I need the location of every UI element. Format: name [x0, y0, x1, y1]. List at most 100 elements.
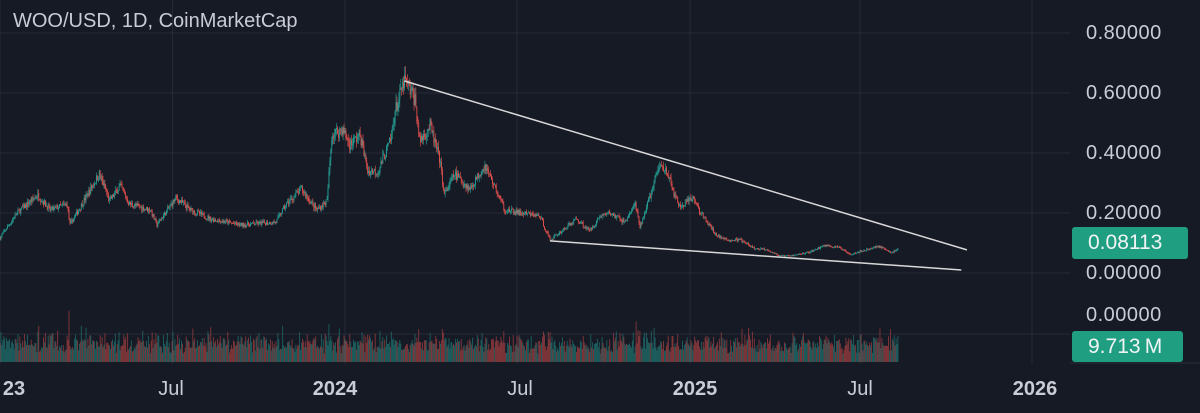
volume-bar: [277, 333, 279, 362]
volume-bar: [173, 350, 175, 362]
volume-bar: [477, 338, 479, 362]
candle: [1, 234, 3, 237]
candle: [626, 219, 628, 221]
volume-bar: [399, 339, 401, 362]
candle: [271, 223, 273, 225]
candle: [533, 215, 535, 217]
candle: [784, 255, 785, 257]
volume-bar: [531, 349, 533, 362]
candle: [201, 212, 203, 215]
volume-bar: [660, 340, 662, 362]
volume-bar: [440, 340, 442, 362]
candle: [553, 236, 555, 240]
candle: [340, 129, 342, 131]
volume-bar: [579, 340, 581, 362]
candle: [315, 204, 317, 209]
volume-bar: [104, 333, 106, 362]
volume-bar: [717, 350, 719, 362]
candle: [5, 230, 7, 231]
volume-bar: [495, 336, 497, 362]
candle: [726, 238, 728, 241]
candle: [165, 212, 166, 216]
time-tick: Jul: [847, 378, 873, 400]
volume-bar: [297, 345, 299, 362]
volume-bar: [124, 339, 126, 362]
candle: [522, 212, 524, 215]
volume-bar: [199, 341, 201, 362]
candle: [767, 249, 768, 251]
volume-bar: [630, 347, 632, 362]
candle: [489, 173, 491, 175]
candle: [739, 238, 741, 240]
volume-bar: [711, 346, 713, 362]
volume-bar: [171, 341, 173, 362]
candle: [203, 213, 205, 218]
volume-bar: [258, 333, 260, 362]
volume-bar: [686, 337, 688, 362]
volume-bar: [822, 344, 824, 362]
candle: [897, 248, 899, 250]
volume-bar: [743, 346, 745, 362]
candle: [441, 169, 443, 185]
candle: [678, 202, 680, 206]
volume-bar: [509, 336, 510, 362]
candle: [162, 218, 163, 219]
volume-bar: [427, 350, 429, 362]
candle: [234, 221, 236, 224]
volume-bar: [223, 337, 225, 362]
candle: [312, 201, 314, 204]
volume-bar: [528, 352, 530, 362]
volume-bar: [863, 341, 865, 362]
candle: [705, 217, 707, 221]
volume-bar: [656, 350, 658, 362]
candle: [440, 162, 441, 164]
candle: [129, 202, 130, 205]
candles: [0, 65, 899, 257]
volume-bar: [274, 348, 276, 362]
volume-bar: [153, 339, 155, 362]
volume-bar: [282, 325, 284, 362]
volume-bar: [569, 338, 571, 362]
candle: [157, 224, 159, 227]
volume-bar: [845, 337, 847, 362]
candle: [452, 174, 454, 177]
candle: [798, 254, 800, 255]
volume-bar: [289, 345, 291, 362]
candle: [281, 213, 283, 215]
candle: [651, 188, 653, 193]
volume-bar: [48, 344, 50, 362]
candle: [602, 214, 604, 216]
volume-bar: [632, 332, 634, 362]
candle: [635, 201, 637, 210]
volume-bar: [418, 329, 420, 362]
candle: [634, 201, 636, 206]
volume-bar: [6, 337, 8, 362]
volume-bar: [773, 350, 775, 362]
candle: [233, 223, 234, 224]
candle: [751, 245, 753, 248]
volume-bar: [772, 345, 774, 362]
candle: [599, 217, 601, 218]
volume-bar: [877, 337, 879, 362]
candle: [192, 208, 194, 214]
candle: [182, 199, 183, 203]
volume-bar: [737, 342, 739, 362]
volume-bar: [448, 338, 450, 362]
volume-bar: [547, 332, 549, 362]
candle: [379, 167, 381, 173]
volume-bar: [577, 346, 578, 362]
candle: [460, 178, 462, 182]
volume-bar: [40, 350, 42, 362]
volume-bar: [339, 346, 341, 362]
candle: [486, 168, 488, 171]
candle: [686, 199, 688, 202]
candle: [870, 248, 871, 250]
volume-bar: [67, 339, 69, 362]
volume-bar: [398, 343, 400, 362]
volume-bar: [605, 348, 607, 362]
candle: [719, 235, 721, 238]
candle: [66, 203, 68, 207]
volume-bar: [882, 343, 884, 362]
candle: [430, 119, 432, 124]
